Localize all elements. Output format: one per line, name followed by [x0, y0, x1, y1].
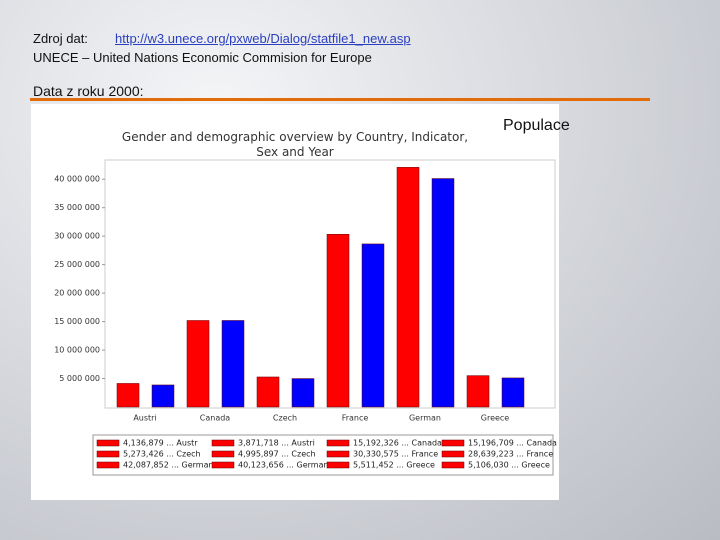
legend-label: 42,087,852 ... German: [123, 461, 214, 470]
legend-label: 15,192,326 ... Canada: [353, 439, 442, 448]
bar: [186, 320, 210, 408]
bar: [466, 375, 490, 408]
bar: [221, 320, 245, 408]
y-tick-label: 10 000 000: [54, 346, 100, 355]
heading: Data z roku 2000:: [33, 83, 144, 99]
legend-swatch: [326, 461, 350, 469]
source-link[interactable]: http://w3.unece.org/pxweb/Dialog/statfil…: [115, 31, 411, 46]
legend-box: [92, 434, 554, 476]
heading-rule: [30, 98, 650, 101]
chart-title-line: Sex and Year: [256, 145, 334, 159]
chart-title-line: Gender and demographic overview by Count…: [122, 130, 468, 144]
legend-swatch: [326, 439, 350, 447]
y-tick-label: 5 000 000: [59, 374, 100, 383]
legend-label: 5,273,426 ... Czech: [123, 450, 201, 459]
legend-label: 30,330,575 ... France: [353, 450, 438, 459]
source-label: Zdroj dat:: [33, 31, 88, 46]
legend-swatch: [326, 450, 350, 458]
legend-label: 3,871,718 ... Austri: [238, 439, 315, 448]
legend-label: 15,196,709 ... Canada: [468, 439, 557, 448]
y-tick-label: 35 000 000: [54, 203, 100, 212]
y-tick-label: 15 000 000: [54, 317, 100, 326]
legend-swatch: [211, 439, 235, 447]
y-tick-label: 40 000 000: [54, 175, 100, 184]
y-tick-label: 20 000 000: [54, 289, 100, 298]
legend-swatch: [96, 461, 120, 469]
bar: [326, 234, 350, 408]
bar: [396, 167, 420, 408]
side-label: Populace: [503, 117, 570, 134]
legend-label: 5,106,030 ... Greece: [468, 461, 550, 470]
bar: [151, 384, 175, 408]
x-tick-label: France: [342, 414, 369, 423]
legend-swatch: [441, 439, 465, 447]
bar: [291, 378, 315, 408]
x-tick-label: Austri: [133, 414, 156, 423]
legend-swatch: [96, 439, 120, 447]
bar: [501, 377, 525, 408]
legend-swatch: [211, 461, 235, 469]
bar: [431, 178, 455, 408]
x-tick-label: Canada: [200, 414, 231, 423]
y-tick-label: 25 000 000: [54, 260, 100, 269]
legend-label: 5,511,452 ... Greece: [353, 461, 435, 470]
source-org: UNECE – United Nations Economic Commisio…: [33, 50, 372, 65]
legend-label: 28,639,223 ... France: [468, 450, 553, 459]
bar: [116, 383, 140, 408]
chart-title: Gender and demographic overview by Count…: [122, 130, 468, 159]
x-tick-label: Greece: [481, 414, 510, 423]
x-tick-label: German: [409, 414, 441, 423]
legend-label: 40,123,656 ... German: [238, 461, 329, 470]
x-tick-label: Czech: [273, 414, 297, 423]
legend-swatch: [441, 450, 465, 458]
legend-label: 4,995,897 ... Czech: [238, 450, 316, 459]
legend-swatch: [211, 450, 235, 458]
y-tick-label: 30 000 000: [54, 232, 100, 241]
bar: [361, 243, 385, 408]
bar: [256, 376, 280, 408]
legend-swatch: [96, 450, 120, 458]
legend-label: 4,136,879 ... Austr: [123, 439, 198, 448]
legend-swatch: [441, 461, 465, 469]
